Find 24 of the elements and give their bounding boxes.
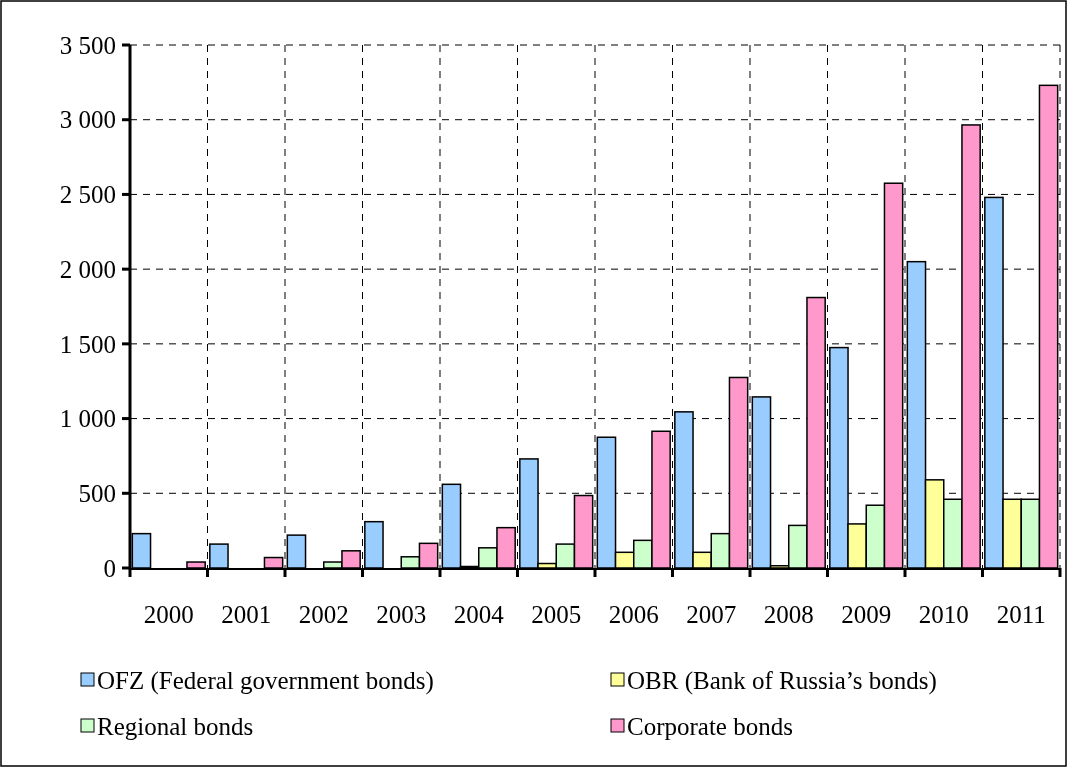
y-tick-label: 1 000 — [59, 405, 116, 433]
x-tick-label: 2007 — [686, 601, 737, 628]
x-tick-label: 2011 — [996, 601, 1046, 628]
y-tick-label: 0 — [103, 554, 116, 582]
x-tick-label: 2006 — [608, 601, 659, 628]
x-tick-label: 2010 — [918, 601, 969, 628]
legend-label: Regional bonds — [97, 712, 254, 740]
x-tick-label: 2009 — [841, 601, 892, 628]
y-tick-label: 500 — [78, 480, 116, 508]
x-tick-label: 2000 — [143, 601, 194, 628]
legend-label: OFZ (Federal government bonds) — [97, 666, 434, 695]
x-tick-label: 2008 — [763, 601, 814, 628]
x-tick-label: 2002 — [298, 601, 349, 628]
legend-label: OBR (Bank of Russia’s bonds) — [627, 666, 937, 695]
legend-label: Corporate bonds — [627, 712, 793, 740]
y-tick-label: 2 500 — [59, 181, 116, 209]
y-tick-label: 2 000 — [59, 255, 116, 283]
y-tick-label: 3 000 — [59, 106, 116, 134]
y-tick-label: 1 500 — [59, 330, 116, 358]
x-tick-label: 2004 — [453, 601, 505, 628]
y-tick-label: 3 500 — [59, 31, 116, 59]
x-tick-label: 2005 — [531, 601, 582, 628]
x-tick-label: 2003 — [376, 601, 427, 628]
x-tick-label: 2001 — [221, 601, 272, 628]
